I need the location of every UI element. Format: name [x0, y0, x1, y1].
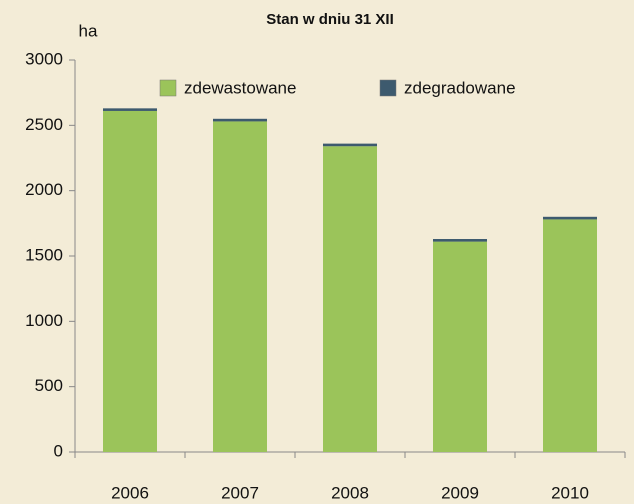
legend-swatch: [379, 79, 397, 97]
y-tick-label: 0: [54, 441, 63, 460]
legend-label: zdewastowane: [184, 78, 296, 97]
bar-segment: [543, 216, 597, 220]
bar-segment: [433, 241, 487, 452]
x-tick-label: 2006: [111, 483, 149, 502]
y-tick-label: 500: [35, 376, 63, 395]
chart-subtitle: Stan w dniu 31 XII: [266, 11, 394, 28]
y-tick-label: 2000: [25, 180, 63, 199]
y-tick-label: 1500: [25, 245, 63, 264]
x-tick-label: 2010: [551, 483, 589, 502]
y-tick-label: 3000: [25, 49, 63, 68]
y-tick-label: 1000: [25, 311, 63, 330]
y-tick-label: 2500: [25, 115, 63, 134]
bar-segment: [323, 146, 377, 453]
x-tick-label: 2008: [331, 483, 369, 502]
bar-segment: [213, 121, 267, 452]
bar-segment: [543, 219, 597, 452]
legend-swatch: [159, 79, 177, 97]
legend-label: zdegradowane: [404, 78, 516, 97]
bar-segment: [103, 108, 157, 111]
bar-segment: [433, 239, 487, 242]
x-tick-label: 2009: [441, 483, 479, 502]
bar-segment: [323, 143, 377, 147]
bar-segment: [213, 118, 267, 122]
bar-segment: [103, 110, 157, 453]
y-axis-label: ha: [79, 21, 98, 40]
x-tick-label: 2007: [221, 483, 259, 502]
